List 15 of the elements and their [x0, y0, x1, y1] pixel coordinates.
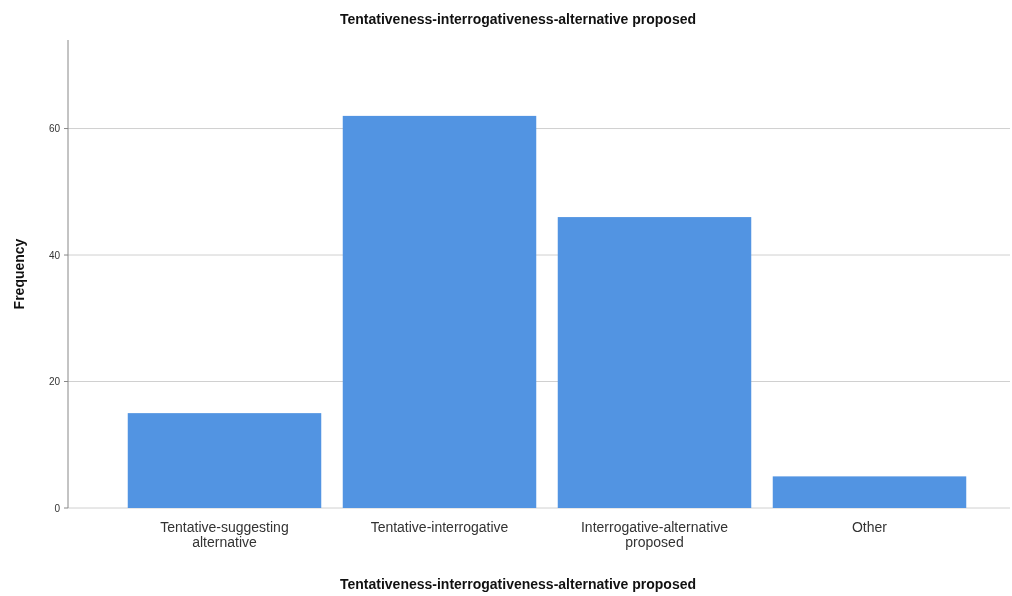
- x-tick-label: Interrogative-alternative proposed: [580, 519, 729, 550]
- bar: [557, 217, 752, 508]
- x-tick-label: Tentative-suggesting alternative: [160, 519, 289, 550]
- y-tick-label: 40: [48, 249, 61, 261]
- bar: [342, 115, 537, 508]
- y-tick-label: 20: [48, 376, 61, 388]
- x-axis-title: Tentativeness-interrogativeness-alternative proposed: [339, 576, 697, 592]
- x-tick-label: Other: [851, 519, 888, 535]
- x-tick-label: Tentative-interrogative: [370, 519, 509, 535]
- bar: [127, 413, 322, 508]
- chart-title: Tentativeness-interrogativeness-alternative proposed: [339, 11, 697, 27]
- y-axis-title: Frequency: [11, 238, 27, 310]
- bar: [772, 476, 967, 508]
- y-tick-label: 0: [54, 502, 61, 514]
- y-tick-label: 60: [48, 123, 61, 135]
